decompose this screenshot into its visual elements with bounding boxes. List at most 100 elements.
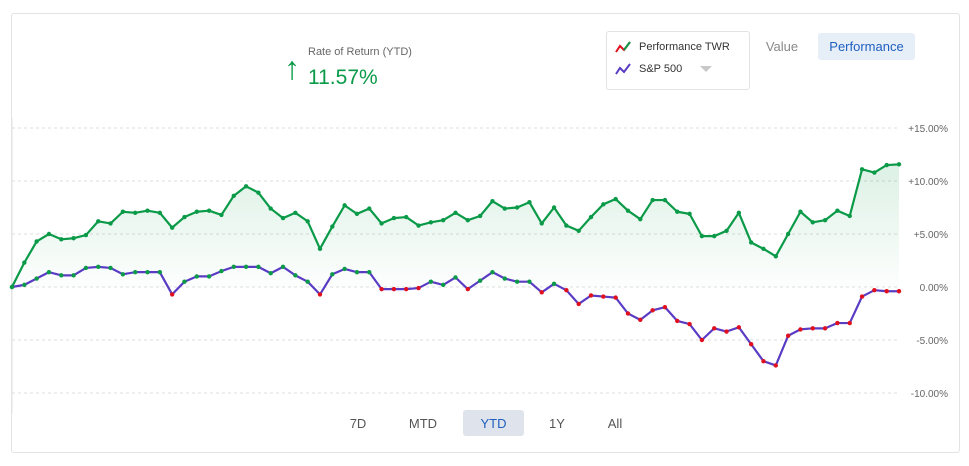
performance-twr-point[interactable] [539,221,544,226]
performance-twr-point[interactable] [83,232,89,238]
performance-twr-point[interactable] [206,208,212,213]
sp500-point[interactable] [699,337,705,343]
performance-twr-point[interactable] [157,210,163,215]
performance-twr-point[interactable] [428,220,434,225]
performance-twr-point[interactable] [416,223,421,228]
sp500-point[interactable] [798,327,803,332]
performance-twr-point[interactable] [724,228,729,234]
sp500-point[interactable] [601,294,606,299]
performance-twr-point[interactable] [391,215,397,221]
sp500-point[interactable] [896,289,902,294]
sp500-point[interactable] [835,320,840,326]
period-mtd-button[interactable]: MTD [400,410,446,436]
sp500-point[interactable] [317,292,323,297]
sp500-point[interactable] [687,321,692,327]
sp500-point[interactable] [280,264,286,270]
performance-twr-point[interactable] [761,246,766,252]
sp500-point[interactable] [675,318,680,324]
performance-twr-point[interactable] [280,215,286,221]
sp500-point[interactable] [404,286,409,292]
sp500-point[interactable] [650,308,655,313]
sp500-point[interactable] [551,281,557,287]
sp500-point[interactable] [108,265,113,271]
sp500-point[interactable] [514,279,520,284]
sp500-point[interactable] [305,279,310,284]
sp500-point[interactable] [872,287,877,293]
performance-twr-point[interactable] [687,211,692,217]
sp500-point[interactable] [83,265,89,271]
performance-twr-point[interactable] [736,210,742,215]
period-ytd-button[interactable]: YTD [463,410,524,436]
performance-twr-point[interactable] [194,209,199,214]
sp500-point[interactable] [169,292,175,297]
performance-twr-point[interactable] [342,203,347,208]
performance-twr-point[interactable] [219,212,224,218]
period-1y-button[interactable]: 1Y [537,410,577,436]
performance-twr-point[interactable] [305,219,310,224]
performance-twr-point[interactable] [404,214,409,220]
performance-twr-point[interactable] [453,210,458,215]
sp500-point[interactable] [465,286,471,292]
sp500-point[interactable] [822,326,828,331]
performance-twr-point[interactable] [551,205,557,210]
sp500-point[interactable] [330,272,335,277]
sp500-point[interactable] [625,311,631,316]
sp500-point[interactable] [268,271,273,276]
sp500-point[interactable] [736,325,742,330]
performance-twr-point[interactable] [896,162,902,167]
sp500-point[interactable] [243,264,249,270]
performance-twr-point[interactable] [440,218,446,223]
performance-twr-point[interactable] [108,221,113,226]
performance-twr-point[interactable] [71,236,76,241]
performance-twr-point[interactable] [576,228,581,234]
sp500-point[interactable] [120,272,126,277]
performance-twr-point[interactable] [243,184,249,189]
sp500-point[interactable] [490,269,495,275]
performance-twr-point[interactable] [354,211,360,217]
sp500-point[interactable] [71,273,76,278]
performance-twr-point[interactable] [699,233,705,239]
performance-twr-point[interactable] [514,205,520,210]
sp500-point[interactable] [502,276,507,281]
sp500-point[interactable] [539,290,544,295]
performance-twr-point[interactable] [330,224,335,229]
sp500-point[interactable] [785,333,791,338]
performance-twr-point[interactable] [59,237,64,242]
performance-twr-point[interactable] [34,239,39,244]
sp500-point[interactable] [256,264,261,270]
sp500-point[interactable] [9,284,15,290]
performance-twr-point[interactable] [810,220,815,225]
performance-twr-point[interactable] [785,231,791,237]
value-toggle-button[interactable]: Value [758,33,806,60]
performance-twr-point[interactable] [182,214,187,220]
sp500-point[interactable] [157,269,163,275]
performance-twr-point[interactable] [872,170,877,175]
sp500-point[interactable] [847,320,852,326]
sp500-point[interactable] [206,274,212,279]
sp500-point[interactable] [859,294,865,299]
sp500-point[interactable] [182,279,187,284]
performance-twr-point[interactable] [256,190,261,195]
performance-twr-point[interactable] [884,162,889,168]
sp500-point[interactable] [22,282,27,288]
sp500-point[interactable] [145,269,150,275]
sp500-point[interactable] [194,274,199,279]
performance-twr-point[interactable] [847,213,852,219]
sp500-point[interactable] [132,269,138,275]
performance-twr-point[interactable] [625,208,631,213]
period-all-button[interactable]: All [595,410,635,436]
performance-twr-point[interactable] [169,225,175,230]
performance-toggle-button[interactable]: Performance [818,33,915,60]
performance-twr-point[interactable] [120,209,126,214]
performance-twr-point[interactable] [96,219,101,224]
performance-twr-point[interactable] [477,213,483,219]
sp500-point[interactable] [428,279,434,284]
legend-item-sp500[interactable]: S&P 500 [615,62,713,76]
performance-twr-point[interactable] [748,240,754,245]
sp500-point[interactable] [613,295,618,300]
sp500-point[interactable] [416,285,421,291]
performance-twr-point[interactable] [798,209,803,214]
performance-twr-point[interactable] [46,231,52,237]
sp500-point[interactable] [564,287,569,293]
performance-twr-point[interactable] [773,254,779,259]
